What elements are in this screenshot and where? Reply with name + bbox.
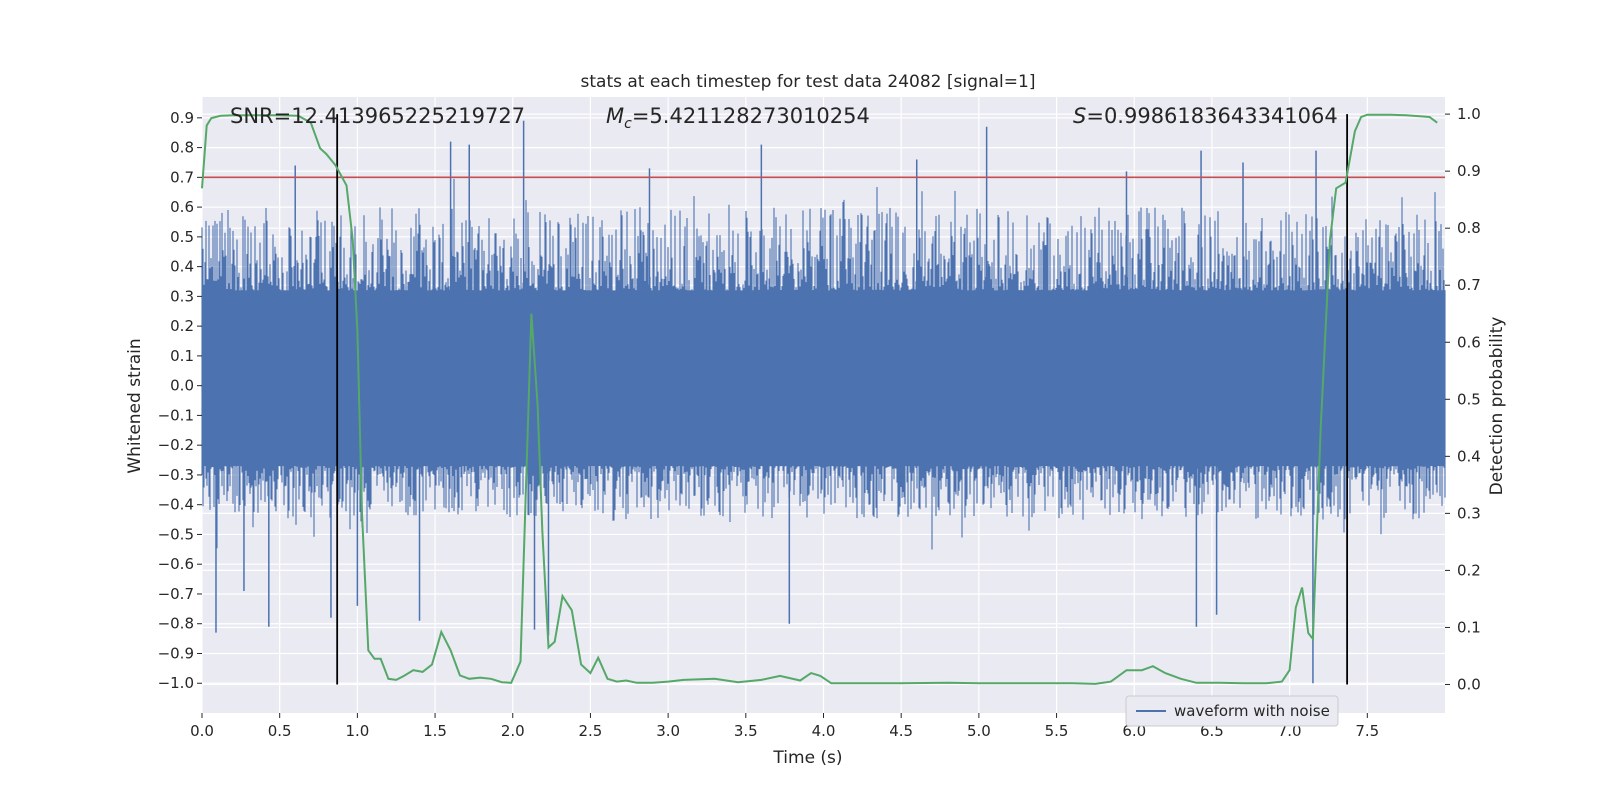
y-tick-label: 0.4 bbox=[170, 258, 194, 276]
y-right-tick-label: 0.3 bbox=[1457, 504, 1481, 522]
y-tick-label: 0.9 bbox=[170, 109, 194, 127]
y-right-tick-label: 0.7 bbox=[1457, 276, 1481, 294]
y-right-tick-label: 0.0 bbox=[1457, 675, 1481, 693]
score-symbol: S bbox=[1073, 104, 1086, 128]
x-tick-label: 4.5 bbox=[889, 722, 913, 740]
y-tick-label: 0.5 bbox=[170, 228, 194, 246]
y-axis-label: Whitened strain bbox=[125, 338, 145, 473]
y-right-tick-label: 0.8 bbox=[1457, 219, 1481, 237]
y-axis-left: 0.9 0.8 0.7 0.6 0.5 0.4 0.3 0.2 0.1 0.0 −0.1 −0.2 −0… bbox=[158, 109, 202, 692]
y-right-tick-label: 1.0 bbox=[1457, 105, 1481, 123]
y-axis-right: 1.0 0.9 0.8 0.7 0.6 0.5 0.4 0.3 0.2 0.1 0.0 bbox=[1445, 105, 1481, 693]
y-tick-label: −0.5 bbox=[158, 525, 194, 543]
legend: waveform with noise bbox=[1125, 695, 1339, 727]
x-tick-label: 1.0 bbox=[345, 722, 369, 740]
y-tick-label: 0.2 bbox=[170, 317, 194, 335]
x-tick-label: 1.5 bbox=[423, 722, 447, 740]
y-tick-label: −0.3 bbox=[158, 466, 194, 484]
y-tick-label: 0.6 bbox=[170, 198, 194, 216]
chirp-mass-symbol: M bbox=[606, 104, 624, 128]
y-tick-label: 0.8 bbox=[170, 139, 194, 157]
detection-probability-line bbox=[201, 113, 1438, 685]
waveform-series bbox=[201, 120, 1446, 684]
y-tick-label: 0.0 bbox=[170, 377, 194, 395]
x-tick-label: 2.5 bbox=[579, 722, 603, 740]
y-right-tick-label: 0.5 bbox=[1457, 390, 1481, 408]
x-tick-label: 0.5 bbox=[268, 722, 292, 740]
y-tick-label: −0.6 bbox=[158, 555, 194, 573]
y-tick-label: −0.8 bbox=[158, 615, 194, 633]
x-tick-label: 3.5 bbox=[734, 722, 758, 740]
event-markers bbox=[336, 114, 1349, 685]
x-tick-label: 4.0 bbox=[812, 722, 836, 740]
y-tick-label: −0.4 bbox=[158, 496, 194, 514]
x-tick-label: 5.5 bbox=[1045, 722, 1069, 740]
x-tick-label: 2.0 bbox=[501, 722, 525, 740]
x-tick-label: 7.5 bbox=[1355, 722, 1379, 740]
waveform-envelope bbox=[201, 178, 1446, 550]
y-axis-right-label: Detection probability bbox=[1487, 317, 1507, 496]
chart-title: stats at each timestep for test data 240… bbox=[581, 72, 1036, 92]
chirp-mass-subscript: c bbox=[624, 116, 632, 132]
x-axis-label: Time (s) bbox=[772, 748, 842, 768]
y-tick-label: 0.7 bbox=[170, 168, 194, 186]
y-right-tick-label: 0.6 bbox=[1457, 333, 1481, 351]
x-tick-label: 3.0 bbox=[656, 722, 680, 740]
y-tick-label: 0.3 bbox=[170, 287, 194, 305]
chirp-mass-annotation: Mc=5.421128273010254 bbox=[606, 104, 870, 132]
y-tick-label: −0.2 bbox=[158, 436, 194, 454]
y-right-tick-label: 0.4 bbox=[1457, 447, 1481, 465]
y-right-tick-label: 0.2 bbox=[1457, 561, 1481, 579]
y-tick-label: −1.0 bbox=[158, 674, 194, 692]
score-annotation: S=0.9986183643341064 bbox=[1073, 104, 1338, 128]
y-right-tick-label: 0.9 bbox=[1457, 162, 1481, 180]
x-tick-label: 5.0 bbox=[967, 722, 991, 740]
y-tick-label: 0.1 bbox=[170, 347, 194, 365]
y-tick-label: −0.1 bbox=[158, 406, 194, 424]
chirp-mass-value: =5.421128273010254 bbox=[632, 104, 870, 128]
y-right-tick-label: 0.1 bbox=[1457, 618, 1481, 636]
snr-annotation: SNR=12.413965225219727 bbox=[230, 104, 525, 128]
legend-box bbox=[1125, 695, 1339, 727]
score-value: =0.9986183643341064 bbox=[1086, 104, 1337, 128]
x-tick-label: 0.0 bbox=[190, 722, 214, 740]
y-tick-label: −0.7 bbox=[158, 585, 194, 603]
legend-label-waveform: waveform with noise bbox=[1174, 702, 1330, 720]
y-tick-label: −0.9 bbox=[158, 644, 194, 662]
